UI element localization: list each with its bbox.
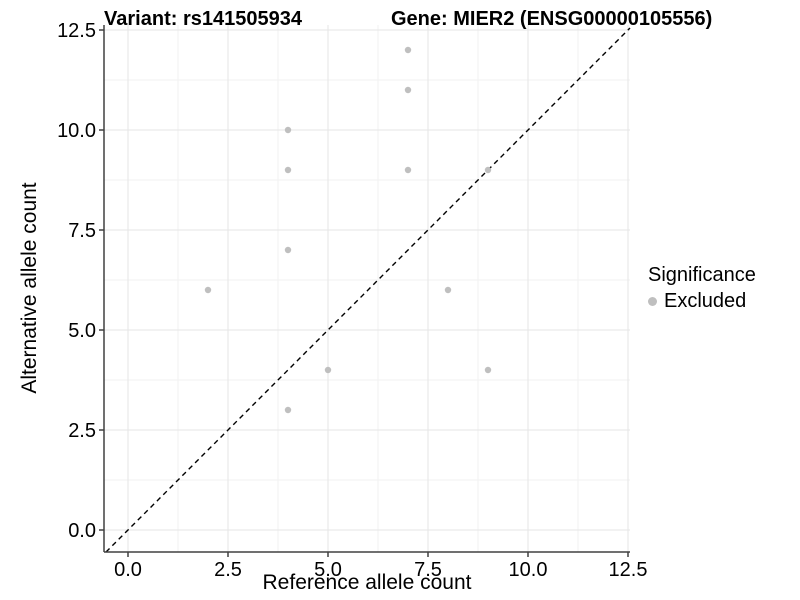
identity-dashed-line <box>105 27 631 553</box>
data-point <box>284 126 292 134</box>
legend-title: Significance <box>648 264 756 286</box>
data-point <box>404 166 412 174</box>
data-point <box>484 366 492 374</box>
x-tick-label: 12.5 <box>609 559 648 581</box>
y-tick-label: 7.5 <box>68 220 96 242</box>
excluded-point-icon <box>648 297 657 306</box>
y-tick-label: 5.0 <box>68 320 96 342</box>
data-point <box>284 166 292 174</box>
x-tick-label: 5.0 <box>314 559 342 581</box>
data-point <box>204 286 212 294</box>
y-tick-label: 10.0 <box>57 120 96 142</box>
y-tick-label: 0.0 <box>68 520 96 542</box>
data-point <box>444 286 452 294</box>
data-point <box>404 86 412 94</box>
gene-title: Gene: MIER2 (ENSG00000105556) <box>391 8 713 30</box>
legend: Significance Excluded <box>648 264 756 313</box>
x-tick-label: 2.5 <box>214 559 242 581</box>
x-tick-label: 7.5 <box>414 559 442 581</box>
variant-title: Variant: rs141505934 <box>104 8 302 30</box>
data-point <box>484 166 492 174</box>
y-tick-label: 12.5 <box>57 20 96 42</box>
x-axis-title: Reference allele count <box>262 571 472 594</box>
x-tick-label: 0.0 <box>114 559 142 581</box>
data-point <box>284 246 292 254</box>
legend-item-excluded: Excluded <box>648 290 756 313</box>
data-point <box>404 46 412 54</box>
data-point <box>284 406 292 414</box>
y-tick-label: 2.5 <box>68 420 96 442</box>
legend-item-label: Excluded <box>664 290 747 312</box>
data-point <box>324 366 332 374</box>
x-tick-label: 10.0 <box>509 559 548 581</box>
